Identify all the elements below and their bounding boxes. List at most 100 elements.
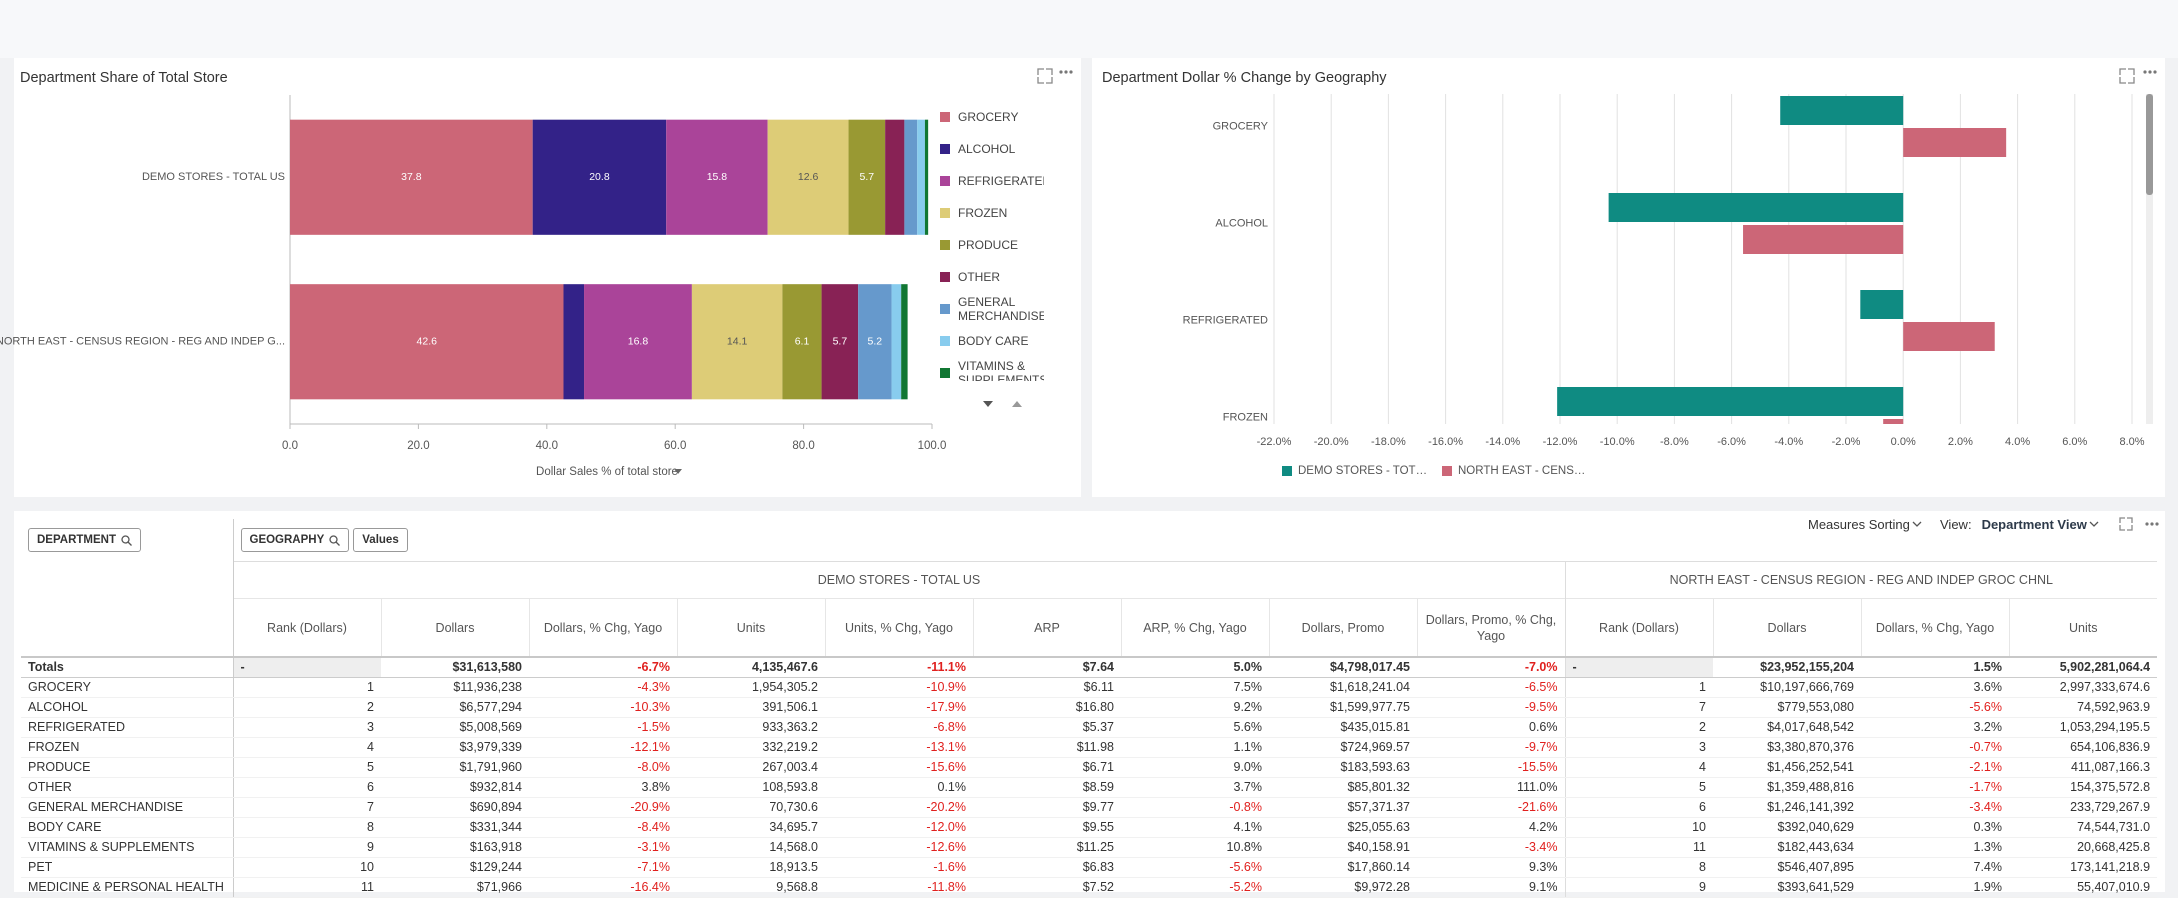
cell: 7: [233, 797, 381, 818]
cell: 7.4%: [1861, 857, 2009, 878]
cell: $16.80: [973, 697, 1121, 718]
legend-label: NORTH EAST - CENS…: [1458, 465, 1585, 477]
more-icon[interactable]: [1059, 70, 2157, 74]
data-label: 5.7: [860, 171, 875, 183]
cell: 3.2%: [1861, 717, 2009, 738]
cell: BODY CARE: [21, 817, 234, 838]
cell: $1,456,252,541: [1713, 757, 1861, 778]
geography-button[interactable]: GEOGRAPHY: [240, 528, 350, 552]
column-header: ARP: [972, 598, 1121, 657]
bar-segment: [290, 119, 533, 235]
scrollbar-thumb[interactable]: [2146, 94, 2153, 195]
cell: -17.9%: [825, 697, 973, 718]
cell: $546,407,895: [1713, 857, 1861, 878]
legend-swatch: [940, 112, 950, 122]
x-tick-label: -8.0%: [1660, 436, 1689, 448]
cell: $57,371.37: [1269, 797, 1417, 818]
sorting-label[interactable]: Measures Sorting: [1808, 516, 1910, 532]
cell: $31,613,580: [381, 656, 529, 678]
data-row: GROCERY 1 $11,936,238 -4.3% 1,954,305.2 -10.9…: [21, 677, 2158, 698]
data-label: 5.7: [833, 336, 848, 348]
cell: 70,730.6: [677, 797, 825, 818]
legend-scroll-up[interactable]: [1012, 401, 1022, 407]
chart-title: Department Dollar % Change by Geography: [1102, 70, 1387, 86]
cell: 4: [1564, 757, 1713, 778]
bar-segment: [767, 119, 849, 235]
measure-header-row: Rank (Dollars) Dollars Dollars, % Chg, Yag…: [21, 598, 2158, 657]
column-header: Rank (Dollars): [232, 598, 381, 657]
x-tick-label: 4.0%: [2005, 436, 2030, 448]
cell: $6.71: [973, 757, 1121, 778]
values-button[interactable]: Values: [353, 528, 408, 552]
bar-segment: [563, 284, 585, 400]
cell: 0.1%: [825, 777, 973, 798]
legend-scroll-down[interactable]: [983, 401, 993, 407]
bar: [1743, 225, 1904, 254]
cell: 154,375,572.8: [2009, 777, 2158, 798]
pivot-table: DEPARTMENT GEOGRAPHY Values DEMO STORES -…: [21, 519, 2158, 898]
cell: $6.11: [973, 677, 1121, 698]
bar-segment: [290, 284, 564, 400]
expand-icon[interactable]: [1037, 68, 2135, 84]
cell: -3.4%: [1861, 797, 2009, 818]
department-button[interactable]: DEPARTMENT: [28, 528, 142, 552]
legend-label: PRODUCE: [958, 238, 1019, 252]
cell: 1.5%: [1861, 656, 2009, 678]
view-control[interactable]: View: Department View: [1940, 514, 2101, 534]
cell: -6.5%: [1417, 677, 1565, 698]
cell: -13.1%: [825, 737, 973, 758]
cell: -6.8%: [825, 717, 973, 738]
cell: 3.7%: [1121, 777, 1269, 798]
y-tick-label: REFRIGERATED: [1183, 314, 1268, 326]
cell: 111.0%: [1417, 777, 1565, 798]
data-row: OTHER 6 $932,814 3.8% 108,593.8 0.1% $8.59 3.7%…: [21, 777, 2158, 798]
cell: 5.0%: [1121, 656, 1269, 678]
cell: $11.25: [973, 837, 1121, 858]
column-header: Units: [676, 598, 825, 657]
y-tick-label: ALCOHOL: [1215, 217, 1268, 229]
cell: $6,577,294: [381, 697, 529, 718]
bar-segment: [901, 284, 908, 400]
cell: -5.6%: [1861, 697, 2009, 718]
x-tick-label: -2.0%: [1832, 436, 1861, 448]
data-row: GENERAL MERCHANDISE 7 $690,894 -20.9% 70,730…: [21, 797, 2158, 818]
button-label: DEPARTMENT: [37, 534, 117, 546]
cell: 1.9%: [1861, 877, 2009, 898]
table-icons[interactable]: [2116, 516, 2161, 532]
cell: 4.1%: [1121, 817, 1269, 838]
chevron: [1912, 521, 1922, 527]
legend-swatch: [940, 304, 950, 314]
legend-swatch: [940, 208, 950, 218]
bar: [1883, 419, 1904, 424]
view-value[interactable]: Department View: [1981, 516, 2087, 532]
cell: Totals: [21, 656, 234, 678]
x-tick-label: 100.0: [918, 440, 947, 452]
data-label: 42.6: [417, 336, 438, 348]
cell: $932,814: [381, 777, 529, 798]
cell: 9.2%: [1121, 697, 1269, 718]
bar-segment: [924, 119, 929, 235]
cell: 654,106,836.9: [2009, 737, 2158, 758]
x-axis-label: Dollar Sales % of total store: [536, 466, 678, 478]
chevron: [2089, 521, 2099, 527]
cell: $11,936,238: [381, 677, 529, 698]
cell: -8.4%: [529, 817, 677, 838]
row-field-cell: DEPARTMENT: [21, 519, 234, 657]
sorting-control[interactable]: Measures Sorting: [1808, 514, 1924, 534]
legend-label: DEMO STORES - TOT…: [1298, 465, 1427, 477]
cell: -16.4%: [529, 877, 677, 898]
cell: -6.7%: [529, 656, 677, 678]
legend-swatch: [1282, 466, 1292, 476]
cell: $8.59: [973, 777, 1121, 798]
totals-row: Totals - $31,613,580 -6.7% 4,135,467.6 -11.1%…: [21, 656, 2158, 678]
legend-item: OTHER: [940, 261, 1044, 293]
cell: $23,952,155,204: [1713, 656, 1861, 678]
x-tick-label: 40.0: [536, 440, 558, 452]
cell: 4,135,467.6: [677, 656, 825, 678]
x-tick-label: -10.0%: [1600, 436, 1635, 448]
cell: 6: [1564, 797, 1713, 818]
legend-label: GENERAL MERCHANDISE: [958, 295, 1044, 323]
cell: -7.1%: [529, 857, 677, 878]
column-header: Units: [2008, 598, 2158, 657]
